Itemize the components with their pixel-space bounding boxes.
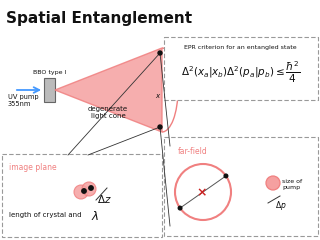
- Text: length of crystal and: length of crystal and: [9, 212, 82, 218]
- Circle shape: [158, 125, 162, 129]
- Text: BBO type I: BBO type I: [33, 70, 66, 75]
- FancyBboxPatch shape: [164, 36, 317, 100]
- Circle shape: [89, 186, 93, 190]
- Text: $\Delta z$: $\Delta z$: [97, 193, 112, 205]
- Circle shape: [266, 176, 280, 190]
- Circle shape: [178, 206, 182, 210]
- Text: $\lambda$: $\lambda$: [91, 210, 99, 223]
- FancyBboxPatch shape: [164, 137, 317, 235]
- Circle shape: [158, 51, 162, 55]
- Text: degenerate
light cone: degenerate light cone: [88, 106, 128, 119]
- Circle shape: [82, 182, 96, 196]
- Circle shape: [224, 174, 228, 178]
- Polygon shape: [55, 48, 162, 132]
- Text: ×: ×: [197, 186, 207, 199]
- Circle shape: [74, 185, 88, 199]
- Text: EPR criterion for an entangled state: EPR criterion for an entangled state: [184, 45, 297, 50]
- Circle shape: [82, 189, 86, 193]
- FancyBboxPatch shape: [44, 78, 55, 102]
- FancyBboxPatch shape: [2, 154, 162, 236]
- Text: x: x: [155, 92, 159, 98]
- Text: $\Delta p$: $\Delta p$: [275, 199, 287, 212]
- Text: size of
pump: size of pump: [282, 179, 302, 190]
- Text: UV pump
355nm: UV pump 355nm: [8, 94, 39, 107]
- Text: Spatial Entanglement: Spatial Entanglement: [6, 11, 192, 26]
- Text: far-field: far-field: [178, 147, 208, 156]
- Text: image plane: image plane: [9, 163, 57, 172]
- Text: $\Delta^2(x_a|x_b)\Delta^2(p_a|p_b) \leq \dfrac{\hbar^2}{4}$: $\Delta^2(x_a|x_b)\Delta^2(p_a|p_b) \leq…: [180, 60, 300, 85]
